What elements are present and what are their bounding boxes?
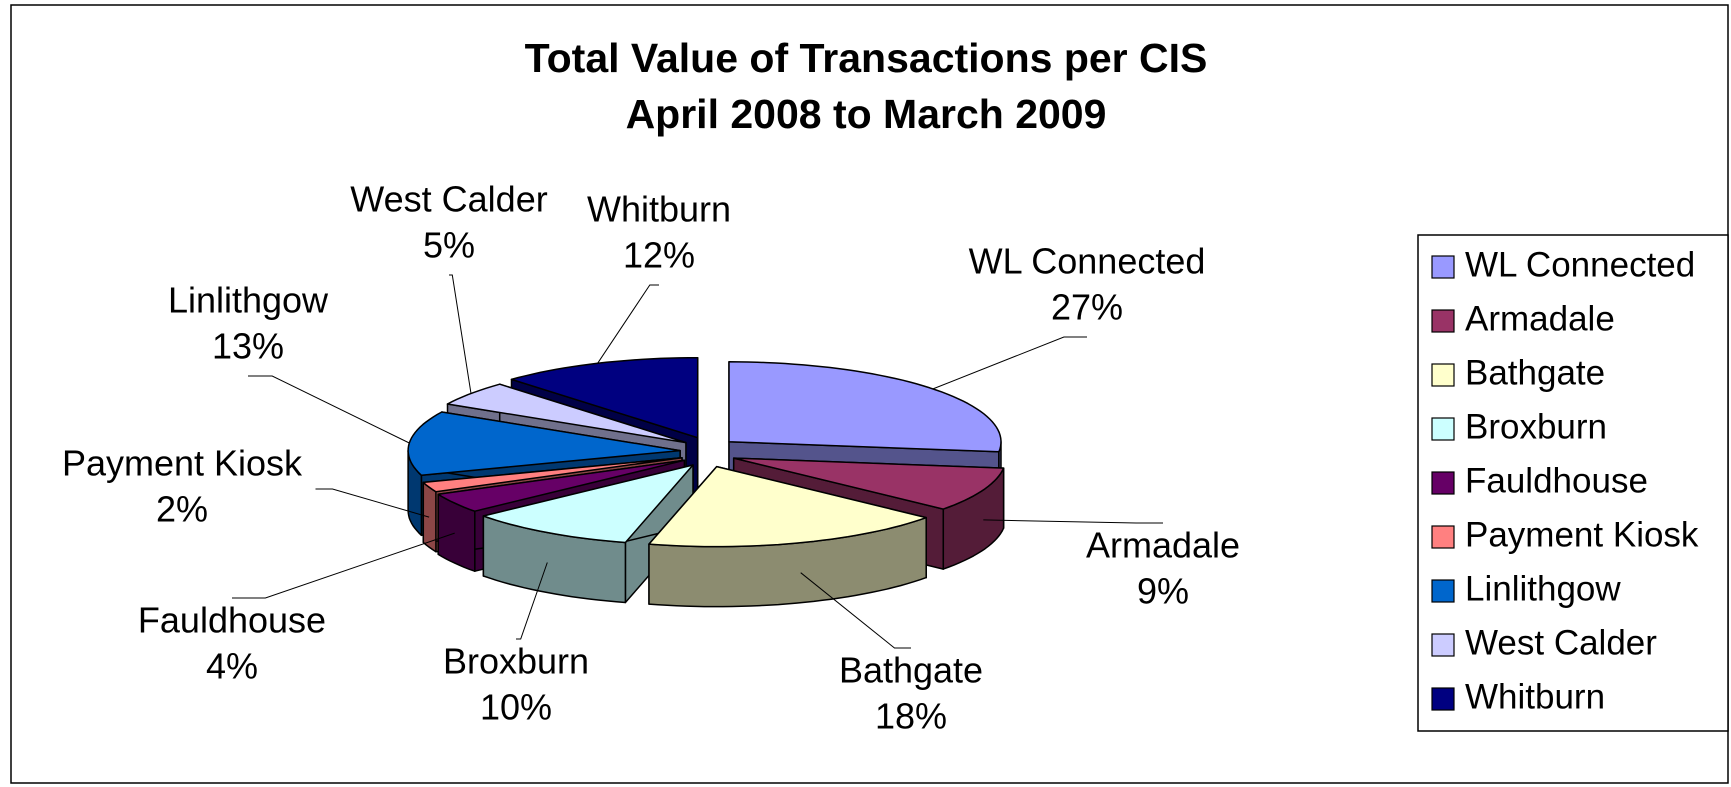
legend-label: Payment Kiosk	[1465, 515, 1699, 554]
legend: WL Connected Armadale Bathgate Broxburn Faul…	[1417, 234, 1729, 732]
slice-label-value: 12%	[623, 235, 695, 276]
legend-swatch	[1431, 525, 1455, 549]
slice-label-name: Bathgate	[839, 650, 983, 691]
legend-swatch	[1431, 579, 1455, 603]
leader-line	[232, 532, 455, 599]
slice-label-name: Whitburn	[587, 189, 731, 230]
chart-title: Total Value of Transactions per CIS	[525, 35, 1208, 81]
legend-label: Linlithgow	[1465, 569, 1621, 608]
slice-label-value: 2%	[156, 489, 208, 530]
legend-swatch	[1431, 255, 1455, 279]
slice-label-value: 9%	[1137, 571, 1189, 612]
legend-swatch	[1431, 471, 1455, 495]
pie	[407, 356, 1005, 608]
leader-line	[932, 336, 1087, 390]
leader-line	[248, 375, 410, 444]
slice-label-value: 10%	[480, 687, 552, 728]
slice-label-value: 13%	[212, 326, 284, 367]
leader-line	[983, 519, 1163, 524]
slice-labels: WL Connected 27% Armadale 9% Bathgate 18% Brox…	[62, 179, 1240, 737]
legend-swatch	[1431, 309, 1455, 333]
legend-label: West Calder	[1465, 623, 1657, 662]
leader-line	[449, 274, 472, 394]
slice-label-name: Armadale	[1086, 525, 1240, 566]
slice	[437, 459, 686, 512]
slice-label-name: West Calder	[350, 179, 547, 220]
leader-line	[315, 488, 430, 518]
slice-label-name: WL Connected	[969, 241, 1206, 282]
slice-label-name: Broxburn	[443, 641, 589, 682]
slice-label-name: Linlithgow	[168, 280, 329, 321]
slice-label-value: 27%	[1051, 287, 1123, 328]
slice-label-name: Payment Kiosk	[62, 443, 303, 484]
legend-swatch	[1431, 417, 1455, 441]
legend-box	[1417, 234, 1729, 732]
legend-label: Whitburn	[1465, 677, 1605, 716]
chart-subtitle: April 2008 to March 2009	[626, 91, 1107, 137]
legend-label: Bathgate	[1465, 353, 1605, 392]
legend-swatch	[1431, 633, 1455, 657]
leader-line	[800, 572, 911, 649]
slice-label-value: 18%	[875, 696, 947, 737]
legend-label: Armadale	[1465, 299, 1615, 338]
slice-label-name: Fauldhouse	[138, 600, 326, 641]
slice	[728, 361, 1002, 453]
slice-label-value: 4%	[206, 646, 258, 687]
leader-line	[597, 284, 659, 364]
slice	[482, 464, 694, 544]
slice	[422, 456, 683, 493]
leader-line	[516, 562, 548, 640]
slice	[648, 465, 927, 548]
legend-swatch	[1431, 363, 1455, 387]
legend-label: Fauldhouse	[1465, 461, 1648, 500]
legend-label: Broxburn	[1465, 407, 1607, 446]
slice	[732, 457, 1005, 510]
legend-label: WL Connected	[1465, 245, 1695, 284]
slice-label-value: 5%	[423, 225, 475, 266]
legend-swatch	[1431, 687, 1455, 711]
